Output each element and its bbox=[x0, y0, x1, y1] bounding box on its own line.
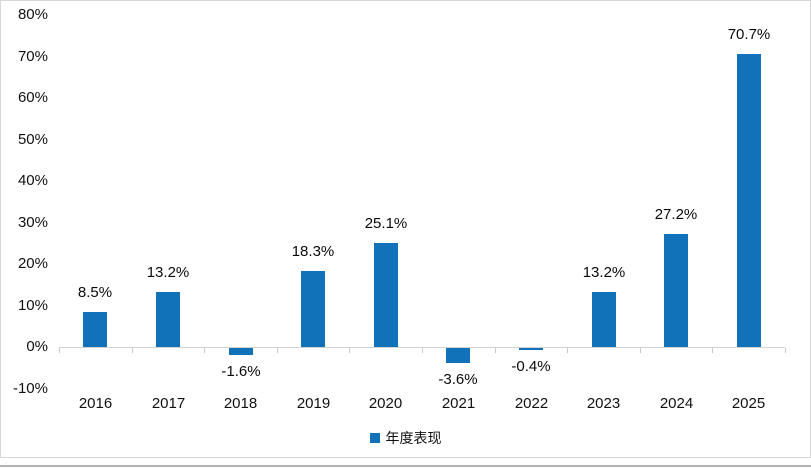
chart-legend[interactable]: 年度表现 bbox=[0, 428, 811, 448]
x-axis-label-2020: 2020 bbox=[368, 395, 403, 412]
data-label-2023: 13.2% bbox=[582, 264, 626, 282]
x-axis-tick-mark bbox=[204, 348, 205, 353]
y-axis-tick-label: 40% bbox=[17, 172, 48, 189]
x-axis-label-2021: 2021 bbox=[441, 395, 476, 412]
y-axis-tick-label: 50% bbox=[17, 130, 48, 148]
bar-2017[interactable] bbox=[156, 292, 180, 347]
x-axis-label-2024: 2024 bbox=[659, 395, 694, 412]
x-axis-tick-mark bbox=[422, 348, 423, 353]
x-axis-tick-mark bbox=[495, 348, 496, 353]
bar-2025[interactable] bbox=[737, 53, 761, 347]
x-axis-label-2025: 2025 bbox=[731, 395, 766, 412]
data-label-2022: -0.4% bbox=[511, 357, 551, 375]
bar-2018[interactable] bbox=[229, 348, 253, 355]
data-label-2019: 18.3% bbox=[291, 243, 335, 261]
x-axis-tick-mark bbox=[277, 348, 278, 353]
data-label-2024: 27.2% bbox=[654, 206, 698, 224]
x-axis-tick-mark bbox=[349, 348, 350, 353]
data-label-2018: -1.6% bbox=[221, 362, 261, 380]
bar-2023[interactable] bbox=[592, 292, 616, 347]
bar-2024[interactable] bbox=[664, 234, 688, 347]
bar-2019[interactable] bbox=[301, 271, 325, 347]
bar-2021[interactable] bbox=[446, 348, 470, 363]
x-axis-tick-mark bbox=[712, 348, 713, 353]
y-axis-tick-label: 80% bbox=[17, 6, 48, 23]
x-axis-label-2018: 2018 bbox=[223, 395, 258, 412]
x-axis-tick-mark bbox=[785, 348, 786, 353]
bar-2020[interactable] bbox=[374, 242, 398, 347]
x-axis-label-2019: 2019 bbox=[296, 395, 331, 412]
data-label-2016: 8.5% bbox=[77, 283, 113, 301]
data-label-2025: 70.7% bbox=[727, 25, 771, 43]
y-axis-tick-label: 30% bbox=[17, 213, 48, 231]
x-axis-line bbox=[59, 347, 785, 348]
data-label-2020: 25.1% bbox=[364, 214, 408, 232]
data-label-2017: 13.2% bbox=[146, 264, 190, 282]
legend-series-label: 年度表现 bbox=[385, 430, 442, 446]
bar-2016[interactable] bbox=[83, 311, 107, 347]
legend-swatch-icon bbox=[369, 433, 380, 443]
bar-chart-plot-area: 80% 70% 60% 50% 40% 30% 20% 10% 0% -10% 8.5% 2016 13… bbox=[12, 6, 786, 412]
x-axis-tick-mark bbox=[567, 348, 568, 353]
y-axis-tick-label: 70% bbox=[17, 47, 48, 65]
y-axis-tick-label: 10% bbox=[17, 296, 48, 314]
x-axis-label-2016: 2016 bbox=[78, 395, 113, 412]
data-label-2021: -3.6% bbox=[438, 370, 478, 388]
bar-2022[interactable] bbox=[519, 348, 543, 350]
y-axis-tick-label: 0% bbox=[26, 338, 48, 355]
x-axis-tick-mark bbox=[640, 348, 641, 353]
x-axis-label-2017: 2017 bbox=[151, 395, 186, 412]
y-axis-tick-label: -10% bbox=[12, 379, 48, 397]
y-axis-tick-label: 60% bbox=[17, 89, 48, 106]
bottom-divider bbox=[0, 465, 811, 467]
x-axis-tick-mark bbox=[59, 348, 60, 353]
x-axis-tick-mark bbox=[132, 348, 133, 353]
chart-frame-border bbox=[0, 0, 811, 458]
x-axis-label-2023: 2023 bbox=[586, 395, 621, 412]
y-axis-tick-label: 20% bbox=[17, 255, 48, 272]
x-axis-label-2022: 2022 bbox=[514, 395, 549, 412]
